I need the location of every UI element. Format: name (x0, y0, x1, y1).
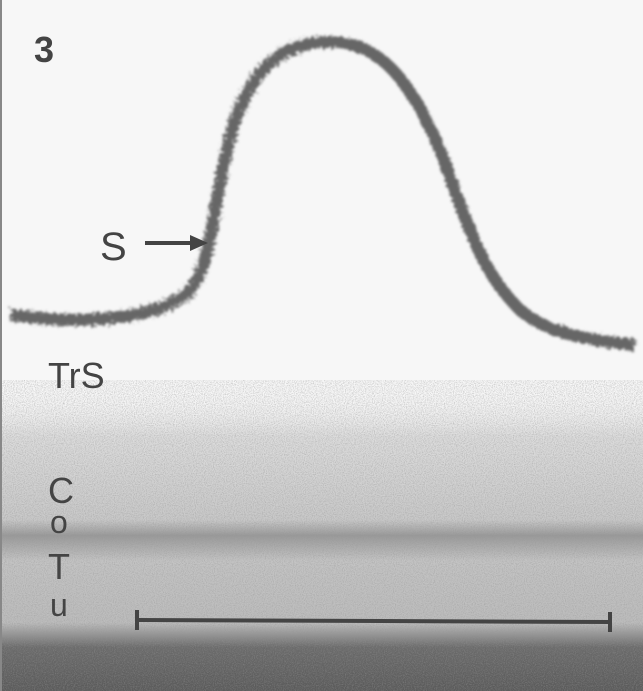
arrow-head (190, 235, 208, 251)
tissue-grain (0, 380, 643, 691)
label-cotu-letter: T (48, 546, 70, 587)
label-cotu-letter: u (50, 587, 68, 623)
scale-bar-line (136, 618, 611, 624)
label-cotu-letter: o (50, 504, 68, 540)
scale-bar (135, 610, 612, 632)
label-s: S (100, 225, 127, 269)
label-trs: TrS (48, 355, 105, 396)
panel-label: 3 (34, 29, 54, 70)
membrane-curve (9, 35, 636, 351)
label-cotu-letter: C (48, 470, 74, 511)
